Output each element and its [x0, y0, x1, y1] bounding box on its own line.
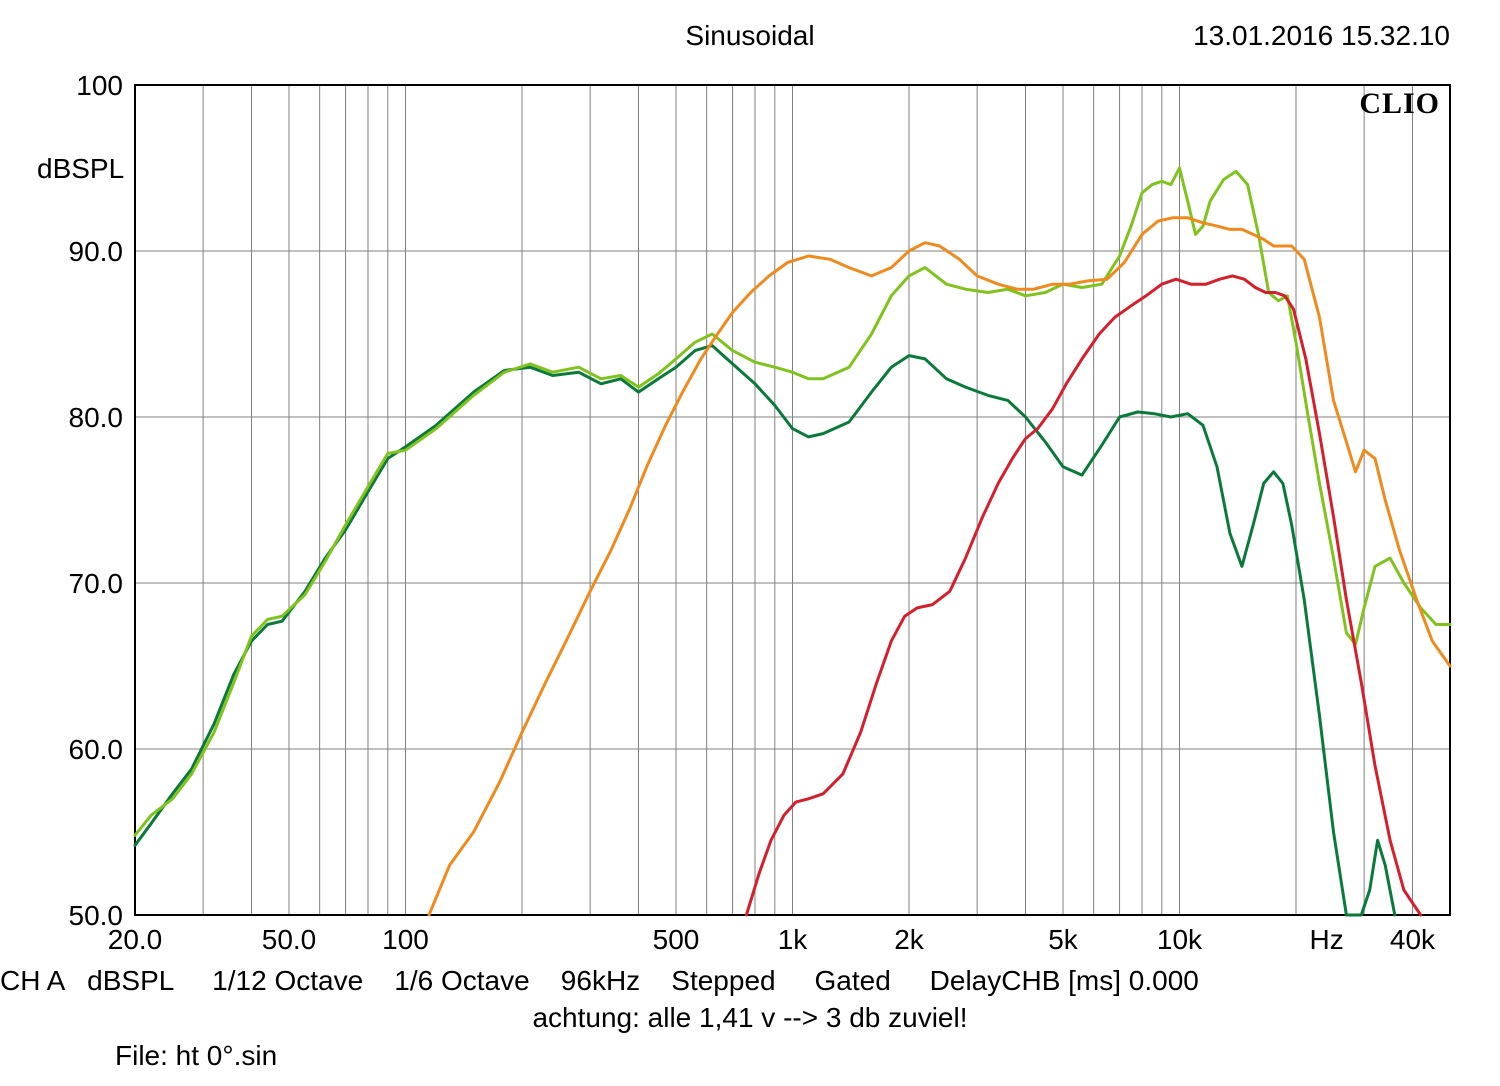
x-tick-label: 20.0: [108, 924, 163, 955]
header: Sinusoidal 13.01.2016 15.32.10: [0, 20, 1500, 60]
y-axis-unit: dBSPL: [37, 153, 124, 184]
footer-settings: CH A dBSPL 1/12 Octave 1/6 Octave 96kHz …: [0, 965, 1500, 997]
x-axis-unit: Hz: [1310, 924, 1344, 955]
page: Sinusoidal 13.01.2016 15.32.10 50.0 60.0 7…: [0, 0, 1500, 1086]
y-tick-label: 80.0: [69, 402, 124, 433]
footer-file: File: ht 0°.sin: [115, 1040, 277, 1072]
timestamp: 13.01.2016 15.32.10: [1193, 20, 1450, 52]
y-tick-label: 60.0: [69, 734, 124, 765]
y-tick-label: 100: [76, 70, 123, 101]
x-tick-label: 10k: [1157, 924, 1203, 955]
y-tick-label: 90.0: [69, 236, 124, 267]
footer-note: achtung: alle 1,41 v --> 3 db zuviel!: [0, 1002, 1500, 1034]
x-tick-label: 2k: [894, 924, 925, 955]
x-tick-label: 50.0: [262, 924, 317, 955]
plot-area: 50.060.070.080.090.0100dBSPL20.050.01005…: [35, 70, 1465, 970]
chart-svg: 50.060.070.080.090.0100dBSPL20.050.01005…: [35, 70, 1465, 970]
x-tick-label: 500: [653, 924, 700, 955]
x-tick-label: 5k: [1048, 924, 1079, 955]
x-tick-label: 40k: [1390, 924, 1436, 955]
x-tick-label: 100: [382, 924, 429, 955]
x-tick-label: 1k: [778, 924, 809, 955]
logo: CLIO: [1359, 87, 1440, 120]
y-tick-label: 70.0: [69, 568, 124, 599]
